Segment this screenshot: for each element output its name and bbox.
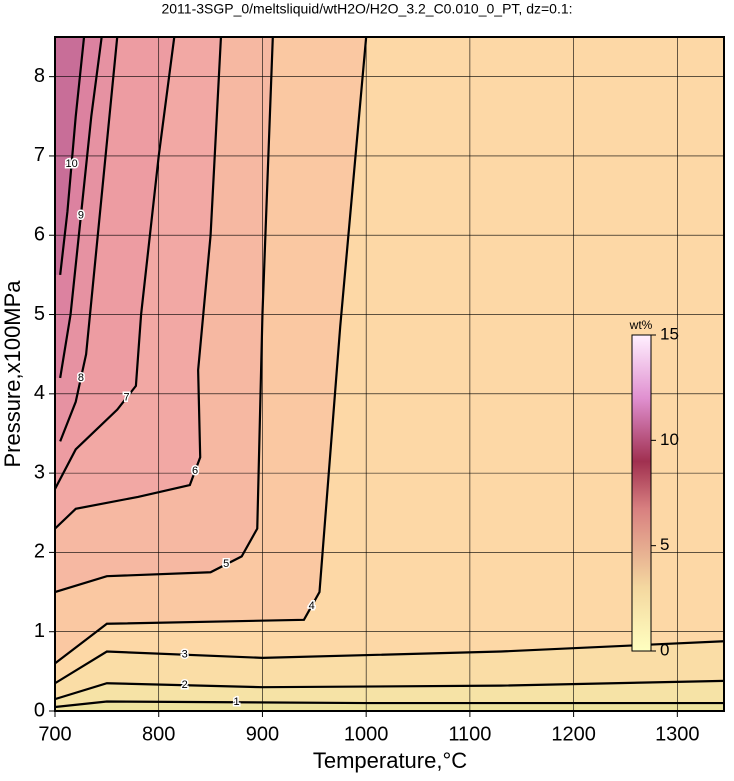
y-tick-label: 7 bbox=[34, 144, 45, 166]
contour-line bbox=[55, 37, 368, 665]
contour-label: 10 bbox=[65, 158, 77, 170]
y-axis-label: Pressure,x100MPa bbox=[0, 280, 25, 468]
contour-label: 9 bbox=[78, 209, 84, 221]
overlay: 1 2 3 4 5 6 7 8 9 10 bbox=[64, 156, 316, 709]
x-tick-label: 1300 bbox=[655, 723, 700, 745]
colorbar-tick-label: 0 bbox=[660, 640, 669, 659]
y-tick-label: 3 bbox=[34, 461, 45, 483]
contour-label: 7 bbox=[124, 392, 130, 404]
contour-line bbox=[59, 37, 86, 276]
plot-area bbox=[55, 37, 724, 711]
contour-line bbox=[55, 679, 724, 701]
y-tick-label: 6 bbox=[34, 224, 45, 246]
x-tick-label: 1200 bbox=[551, 723, 596, 745]
colorbar bbox=[631, 334, 652, 652]
x-tick-label: 700 bbox=[38, 723, 71, 745]
contour-label: 3 bbox=[182, 649, 188, 661]
colorbar-tick-label: 10 bbox=[660, 430, 679, 449]
plot-frame bbox=[54, 36, 725, 712]
contour-line bbox=[55, 700, 724, 709]
colorbar-tick-label: 15 bbox=[660, 324, 679, 343]
x-tick-label: 800 bbox=[142, 723, 175, 745]
y-tick-label: 8 bbox=[34, 65, 45, 87]
colorbar-label: wt% bbox=[629, 318, 653, 332]
contour-label: 6 bbox=[192, 465, 198, 477]
x-tick-label: 1100 bbox=[448, 723, 491, 745]
x-tick-label: 1000 bbox=[344, 723, 389, 745]
contour-label: 2 bbox=[182, 679, 188, 691]
chart-title: 2011-3SGP_0/meltsliquid/wtH2O/H2O_3.2_C0… bbox=[161, 1, 572, 17]
contour-label: 4 bbox=[309, 600, 315, 612]
x-tick-label: 900 bbox=[246, 723, 279, 745]
y-tick-label: 5 bbox=[34, 303, 45, 325]
y-tick-label: 4 bbox=[34, 382, 45, 404]
contour-line bbox=[55, 37, 274, 594]
y-tick-label: 0 bbox=[34, 699, 45, 721]
colorbar-tick-label: 5 bbox=[660, 535, 669, 554]
contour-line bbox=[55, 37, 176, 490]
y-tick-label: 1 bbox=[34, 620, 45, 642]
x-axis-label: Temperature,°C bbox=[313, 748, 467, 773]
contour-line bbox=[59, 37, 119, 442]
contour-line bbox=[59, 37, 103, 379]
contour-label: 1 bbox=[233, 696, 239, 708]
y-tick-label: 2 bbox=[34, 541, 45, 563]
contour-line bbox=[55, 37, 223, 530]
contour-label: 8 bbox=[78, 372, 84, 384]
contour-label: 5 bbox=[223, 558, 229, 570]
contour-line bbox=[55, 640, 724, 685]
